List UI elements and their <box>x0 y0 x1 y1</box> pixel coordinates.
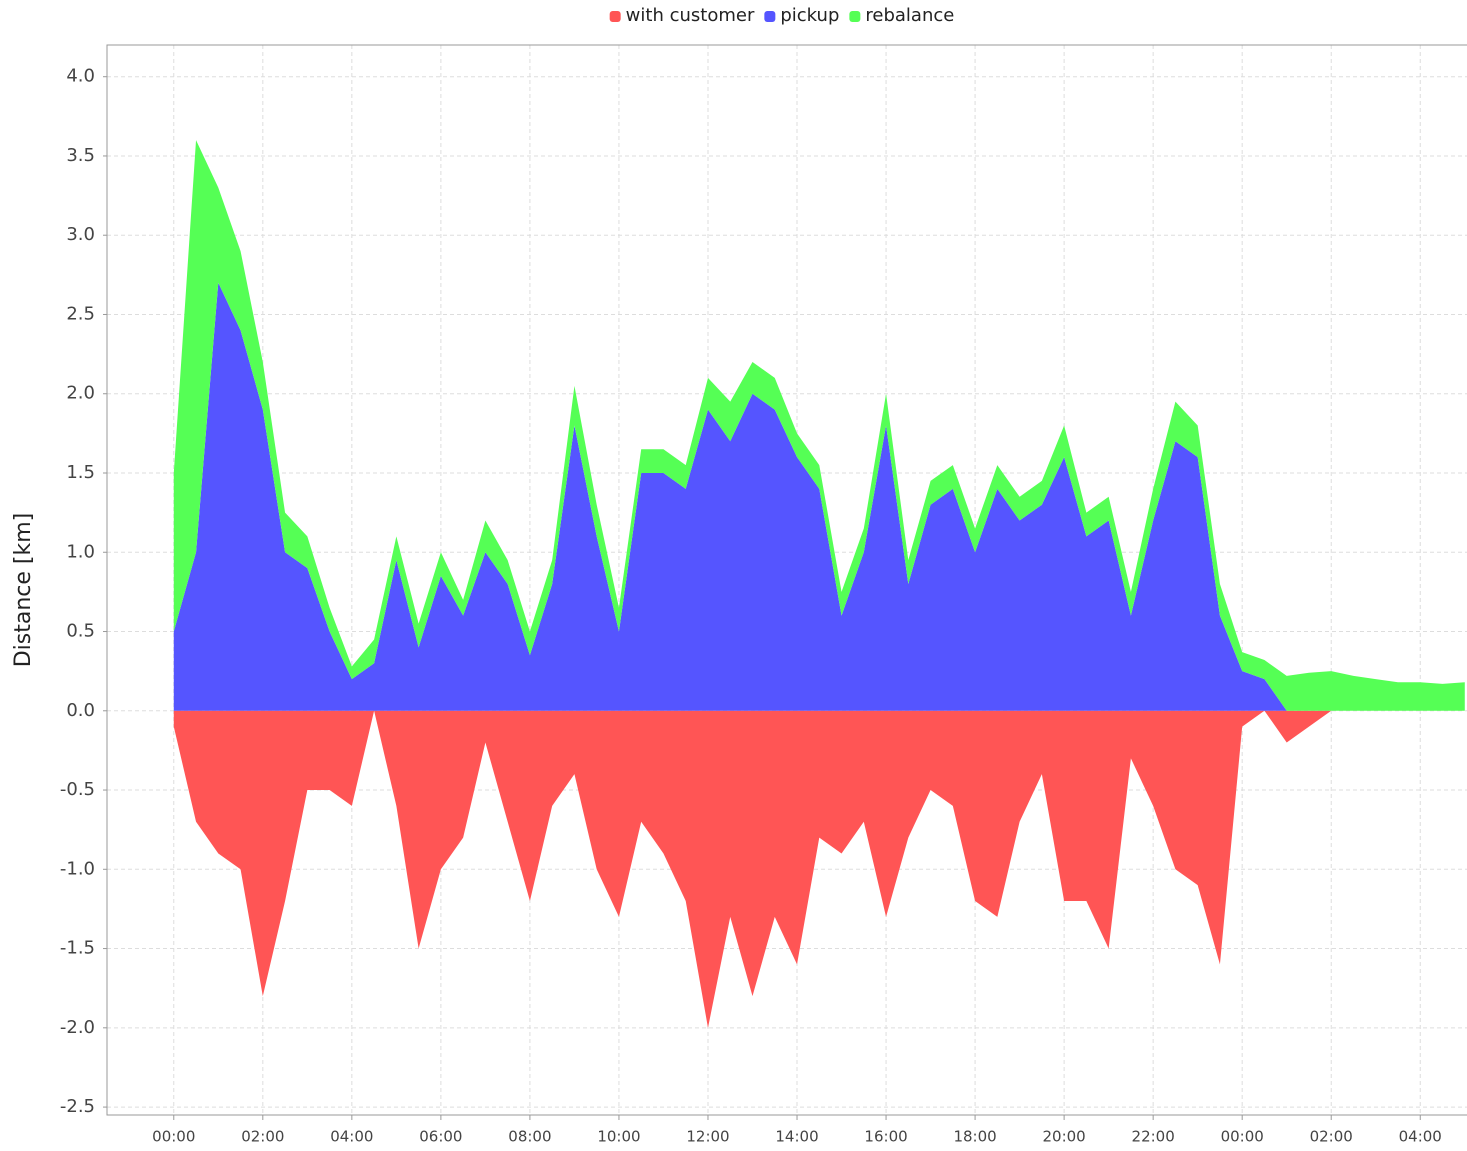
x-tick-label: 00:00 <box>152 1128 195 1146</box>
x-tick-label: 22:00 <box>1132 1128 1175 1146</box>
y-tick-label: -2.5 <box>60 1096 95 1117</box>
x-tick-label: 02:00 <box>1310 1128 1353 1146</box>
x-tick-label: 18:00 <box>953 1128 996 1146</box>
legend-item: pickup <box>764 5 839 26</box>
legend-label: pickup <box>780 5 839 26</box>
y-tick-label: 4.0 <box>66 66 95 87</box>
x-tick-label: 08:00 <box>508 1128 551 1146</box>
y-axis-title: Distance [km] <box>11 513 36 668</box>
legend-marker <box>849 11 861 22</box>
y-tick-label: 0.5 <box>66 621 95 642</box>
y-tick-label: 1.0 <box>66 541 95 562</box>
x-tick-label: 12:00 <box>686 1128 729 1146</box>
x-tick-label: 20:00 <box>1043 1128 1086 1146</box>
legend: with customer pickup rebalance <box>609 5 954 26</box>
axes: -2.5 -2.0 -1.5 -1.0 -0.5 0.0 0.5 1.0 1.5 2.0 2.5 3.… <box>60 66 1442 1146</box>
x-tick-label: 10:00 <box>597 1128 640 1146</box>
y-tick-label: 2.0 <box>66 383 95 404</box>
plot-border <box>106 44 1467 1116</box>
x-tick-label: 02:00 <box>241 1128 284 1146</box>
legend-item: with customer <box>609 5 755 26</box>
y-tick-label: 2.5 <box>66 303 95 324</box>
legend-item: rebalance <box>849 5 954 26</box>
y-tick-label: -1.5 <box>60 938 95 959</box>
legend-label: with customer <box>626 5 755 26</box>
y-tick-label: 3.5 <box>66 145 95 166</box>
x-tick-label: 06:00 <box>419 1128 462 1146</box>
y-tick-label: -2.0 <box>60 1017 95 1038</box>
legend-marker <box>609 11 621 22</box>
area <box>173 710 1465 1028</box>
y-tick-label: 3.0 <box>66 224 95 245</box>
y-tick-label: 1.5 <box>66 462 95 483</box>
x-tick-label: 00:00 <box>1221 1128 1264 1146</box>
y-tick-label: 0.0 <box>66 700 95 721</box>
area <box>173 282 1465 711</box>
x-tick-label: 04:00 <box>330 1128 373 1146</box>
legend-marker <box>764 11 776 22</box>
plot-area <box>173 140 1465 1028</box>
x-tick-label: 16:00 <box>864 1128 907 1146</box>
y-tick-label: -1.0 <box>60 858 95 879</box>
x-tick-label: 14:00 <box>775 1128 818 1146</box>
x-tick-label: 04:00 <box>1399 1128 1442 1146</box>
y-tick-label: -0.5 <box>60 779 95 800</box>
legend-label: rebalance <box>865 5 954 26</box>
